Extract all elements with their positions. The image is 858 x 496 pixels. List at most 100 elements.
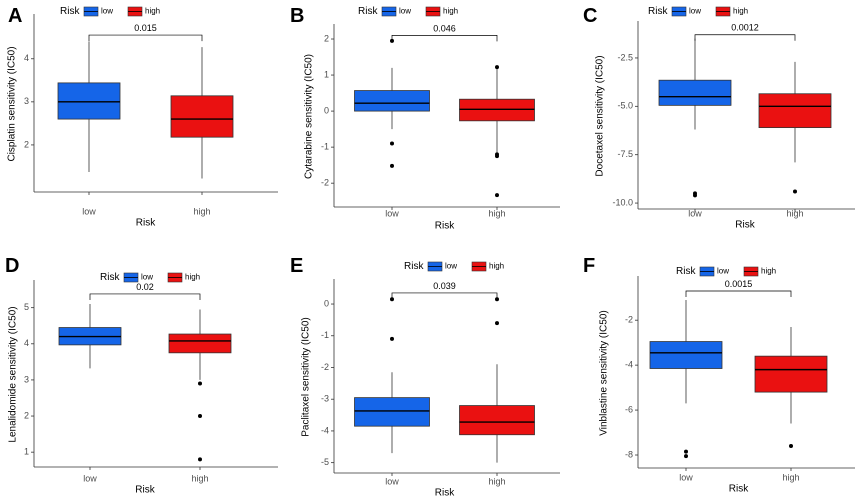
y-axis-title: Cytarabine sensitivity (IC50) [304, 54, 315, 179]
significance-bracket: 0.015 [88, 23, 203, 42]
legend-title: Risk [100, 272, 120, 283]
significance-bracket: 0.046 [391, 23, 498, 42]
legend-title: Risk [676, 266, 696, 277]
outlier-point [390, 297, 394, 302]
y-tick-label: -10.0 [612, 197, 633, 207]
panel-c: C Risk low high -10.0 -7.5 -5.0 -2.5 Docetaxel s… [583, 5, 855, 231]
x-axis-title: Risk [135, 485, 155, 496]
legend-label-low: low [141, 273, 153, 282]
x-axis-title: Risk [735, 220, 755, 231]
outlier-point [495, 154, 499, 159]
bracket-line [89, 293, 201, 300]
box-body [758, 93, 832, 129]
y-axis-title: Cisplatin sensitivity (IC50) [7, 46, 18, 161]
box-body [459, 405, 535, 436]
legend-label-high: high [489, 262, 504, 271]
y-tick-label: -6 [625, 404, 633, 414]
outlier-point [495, 321, 499, 326]
bracket-line [391, 35, 498, 42]
panel-e: E Risk low high -5 -4 -3 -2 -1 0 Paclitaxel sensit… [290, 255, 560, 496]
p-value-label: 0.039 [433, 281, 456, 291]
y-tick-label: 2 [324, 33, 329, 43]
panel-label-b: B [290, 5, 304, 27]
outlier-point [495, 297, 499, 302]
legend-label-low: low [399, 7, 411, 16]
x-tick-label-high: high [191, 473, 208, 483]
y-tick-label: 4 [24, 338, 29, 348]
significance-bracket: 0.0015 [685, 279, 792, 297]
y-tick-label: -1 [321, 142, 329, 152]
outlier-point [198, 381, 202, 386]
legend-d: Risk low high [100, 272, 200, 283]
panel-label-c: C [583, 5, 597, 27]
panel-label-f: F [583, 255, 595, 277]
y-axis-title: Docetaxel sensitivity (IC50) [595, 55, 606, 176]
legend-a: Risk low high [60, 6, 160, 17]
legend-label-low: low [101, 7, 113, 16]
y-tick-label: -5 [321, 457, 329, 467]
box-high [754, 326, 828, 449]
y-tick-label: -2 [625, 315, 633, 325]
x-tick-label-low: low [688, 208, 702, 218]
x-axis-title: Risk [435, 488, 455, 496]
y-tick-label: 2 [24, 139, 29, 149]
x-tick-label-high: high [488, 208, 505, 218]
box-low [354, 38, 430, 168]
legend-label-low: low [717, 267, 729, 276]
bracket-line [685, 290, 792, 297]
legend-label-high: high [145, 7, 160, 16]
y-tick-label: 4 [24, 53, 29, 63]
legend-label-high: high [733, 7, 748, 16]
box-high [459, 65, 535, 198]
panel-f: F Risk low high -8 -6 -4 -2 Vinblastine sensitiv… [583, 255, 855, 495]
box-low [57, 41, 121, 173]
significance-bracket: 0.0012 [694, 23, 796, 41]
outlier-point [390, 336, 394, 341]
x-tick-label-high: high [782, 472, 799, 482]
legend-label-low: low [689, 7, 701, 16]
panel-label-d: D [5, 255, 19, 277]
x-tick-label-low: low [679, 472, 693, 482]
outlier-point [684, 449, 688, 454]
box-high [168, 309, 232, 462]
y-tick-label: -4 [321, 425, 329, 435]
box-high [758, 61, 832, 194]
box-body [57, 82, 121, 120]
box-body [649, 341, 723, 369]
outlier-point [495, 65, 499, 70]
x-tick-label-low: low [82, 206, 96, 216]
panel-d: D Risk low high 1 2 3 4 5 Lenalidomide sensitivit… [5, 255, 278, 496]
y-tick-label: -3 [321, 394, 329, 404]
outlier-point [198, 457, 202, 462]
p-value-label: 0.046 [433, 23, 456, 33]
significance-bracket: 0.039 [391, 281, 498, 299]
legend-c: Risk low high [648, 6, 748, 17]
panel-a: A Risk low high 2 3 4 Cisplatin sensitivity (IC… [7, 5, 278, 229]
y-tick-label: 3 [24, 374, 29, 384]
x-tick-label-low: low [385, 208, 399, 218]
panel-b: B Risk low high -2 -1 0 1 2 Cytarabine sensitivit… [290, 5, 560, 232]
y-tick-label: 1 [24, 447, 29, 457]
y-tick-label: 5 [24, 302, 29, 312]
box-low [354, 297, 430, 454]
legend-label-high: high [761, 267, 776, 276]
box-high [170, 47, 234, 179]
box-body [354, 90, 430, 112]
box-body [459, 98, 535, 122]
legend-title: Risk [404, 261, 424, 272]
bracket-line [88, 34, 203, 42]
box-body [754, 355, 828, 393]
panel-label-a: A [8, 5, 22, 27]
p-value-label: 0.0015 [725, 279, 753, 289]
y-axis-title: Vinblastine sensitivity (IC50) [599, 310, 610, 435]
y-tick-label: -2 [321, 362, 329, 372]
legend-title: Risk [648, 6, 668, 17]
legend-label-low: low [445, 262, 457, 271]
x-axis-title: Risk [136, 218, 156, 229]
box-high [459, 297, 535, 463]
legend-f: Risk low high [676, 266, 776, 277]
y-tick-label: -1 [321, 330, 329, 340]
legend-b: Risk low high [358, 6, 458, 17]
x-tick-label-high: high [193, 206, 210, 216]
